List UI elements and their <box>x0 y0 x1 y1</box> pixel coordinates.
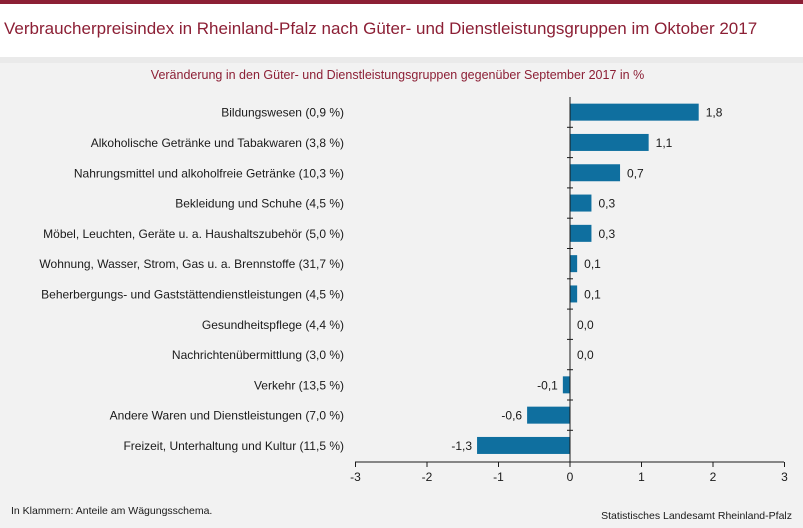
category-label: Möbel, Leuchten, Geräte u. a. Haushaltsz… <box>43 227 344 241</box>
x-tick-label: -2 <box>422 470 433 484</box>
category-label: Gesundheitspflege (4,4 %) <box>202 318 344 332</box>
bar <box>570 255 578 273</box>
data-label: 1,8 <box>706 106 723 120</box>
top-accent-rule <box>0 0 803 4</box>
bar <box>570 164 621 182</box>
bar <box>562 376 570 394</box>
category-label: Andere Waren und Dienstleistungen (7,0 %… <box>110 409 344 423</box>
bar <box>570 103 699 121</box>
x-tick-label: 0 <box>567 470 574 484</box>
x-tick-label: 1 <box>638 470 645 484</box>
data-label: -0,1 <box>537 378 558 392</box>
data-label: -1,3 <box>451 439 472 453</box>
data-label: -0,6 <box>501 409 522 423</box>
data-label: 0,1 <box>584 287 601 301</box>
category-label: Nahrungsmittel und alkoholfreie Getränke… <box>74 166 344 180</box>
footnote: In Klammern: Anteile am Wägungsschema. <box>11 505 213 517</box>
data-label: 1,1 <box>656 136 673 150</box>
x-tick-label: -1 <box>493 470 504 484</box>
category-label: Wohnung, Wasser, Strom, Gas u. a. Brenns… <box>39 257 344 271</box>
x-tick-label: -3 <box>350 470 361 484</box>
data-label: 0,1 <box>584 257 601 271</box>
data-label: 0,7 <box>627 166 644 180</box>
category-label: Nachrichtenübermittlung (3,0 %) <box>172 348 344 362</box>
chart-subtitle: Veränderung in den Güter- und Dienstleis… <box>150 68 645 82</box>
bar <box>570 224 592 242</box>
source-note: Statistisches Landesamt Rheinland-Pfalz <box>601 510 792 522</box>
category-label: Alkoholische Getränke und Tabakwaren (3,… <box>91 136 344 150</box>
data-label: 0,3 <box>598 197 615 211</box>
bar <box>570 133 649 151</box>
x-tick-label: 3 <box>781 470 788 484</box>
category-label: Bekleidung und Schuhe (4,5 %) <box>175 197 344 211</box>
x-tick-label: 2 <box>710 470 717 484</box>
bar <box>477 436 570 454</box>
bar <box>527 406 570 424</box>
category-label: Bildungswesen (0,9 %) <box>221 106 344 120</box>
category-label: Verkehr (13,5 %) <box>254 378 344 392</box>
bar <box>570 194 592 212</box>
title-separator <box>0 57 803 63</box>
page-title: Verbraucherpreisindex in Rheinland-Pfalz… <box>4 19 758 38</box>
chart-background <box>0 63 803 528</box>
data-label: 0,3 <box>598 227 615 241</box>
category-label: Freizeit, Unterhaltung und Kultur (11,5 … <box>123 439 344 453</box>
data-label: 0,0 <box>577 348 594 362</box>
category-label: Beherbergungs- und Gaststättendienstleis… <box>41 287 344 301</box>
data-label: 0,0 <box>577 318 594 332</box>
bar <box>570 285 578 303</box>
